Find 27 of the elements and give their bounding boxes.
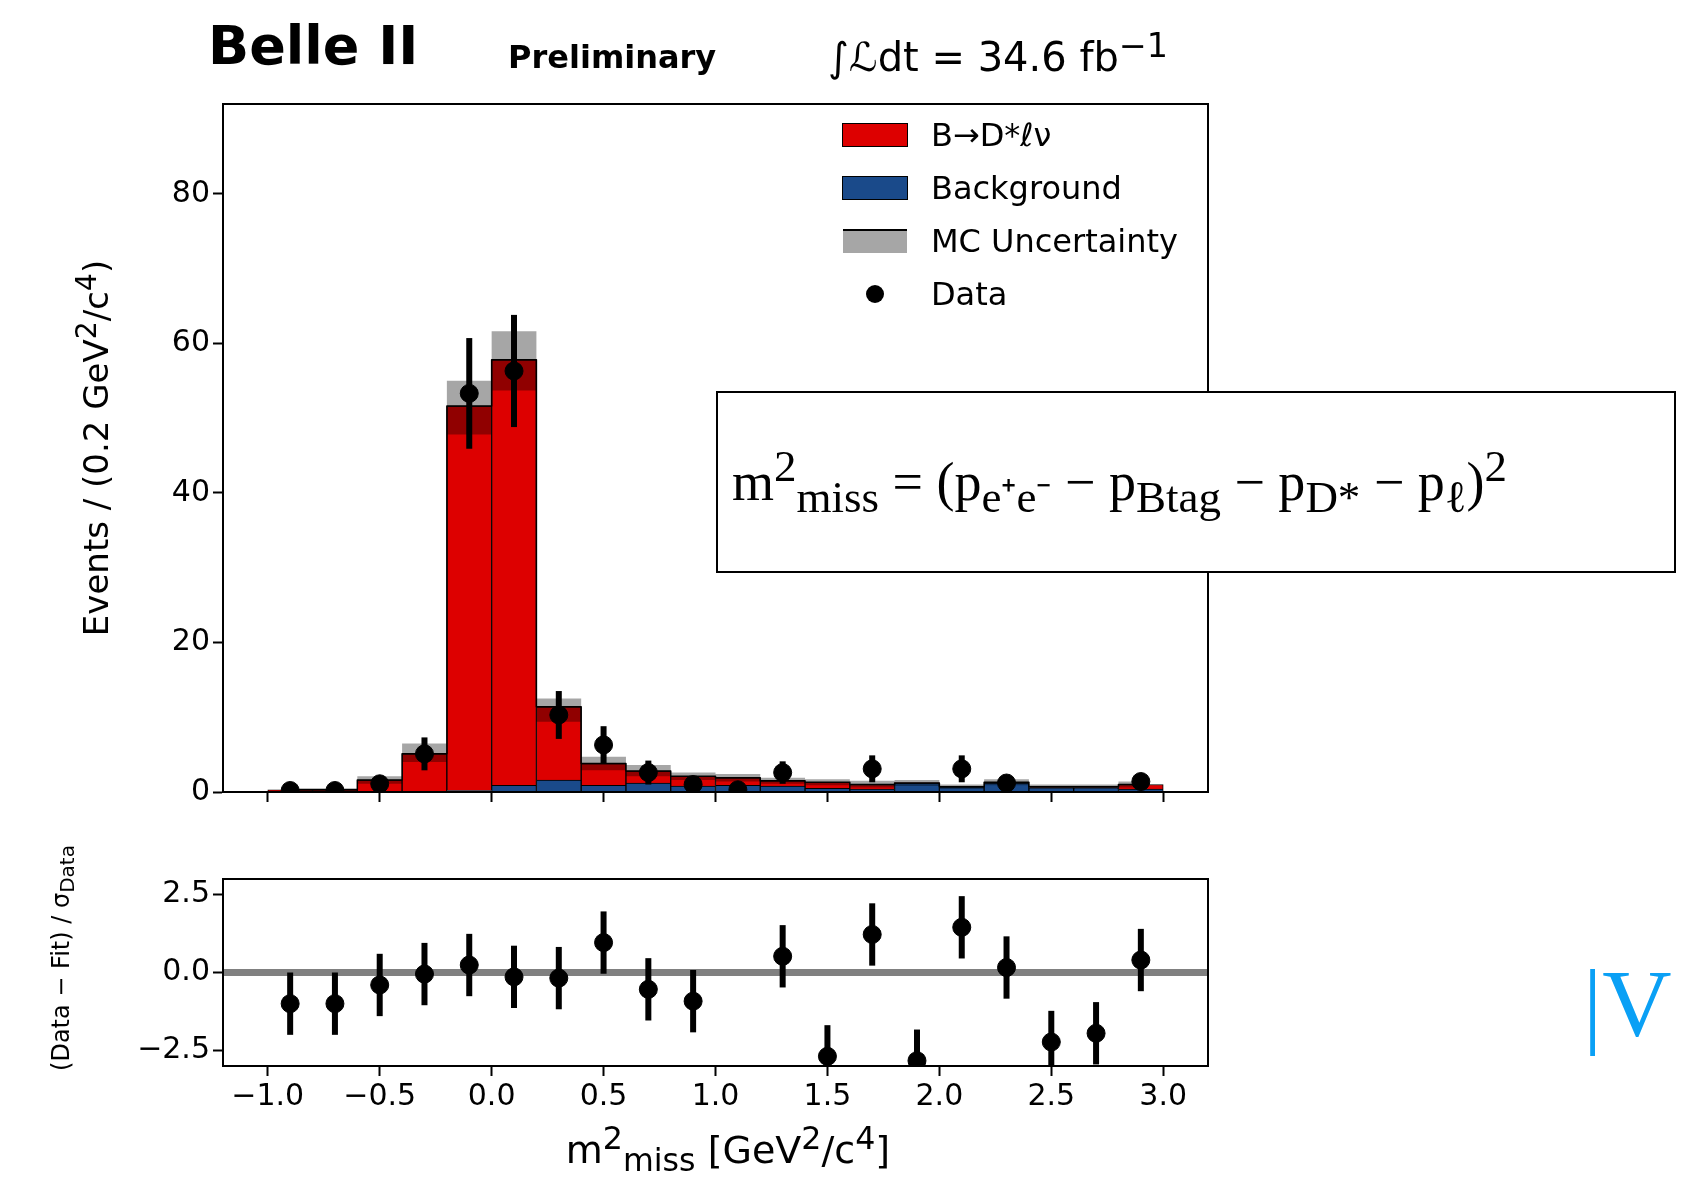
y-tick-label: −2.5 [137,1030,210,1066]
x-axis-title: m$^{2}$$_{miss}$ [GeV$^{2}$/c$^{4}$] [565,1120,891,1179]
x-tick-label: 1.0 [691,1076,740,1112]
x-tick-label: 3.0 [1139,1076,1188,1112]
formula-box: m$^{2}$$_{miss}$ = (p$_{e⁺e⁻}$ − p$_{Btag}$ − p$_{D*}$ − p$_{ℓ}$)$^{2}$ [716,391,1676,573]
legend-label: Data [930,274,1008,313]
y-tick-label: 20 [171,622,210,658]
chart-title: Belle II [208,14,419,77]
y-tick-label: 0.0 [162,952,210,988]
x-tick-label: 2.0 [915,1076,964,1112]
x-tick-label: −0.5 [343,1076,417,1112]
x-tick-label: 1.5 [803,1076,852,1112]
text: ∫ℒdt = 34.6 fb$^{−1}$ [828,26,1169,81]
legend-label: B→D*ℓν [930,115,1052,154]
x-tick-label: −1.0 [231,1076,305,1112]
chart-subtitle: Preliminary [508,38,717,76]
x-tick-label: 2.5 [1027,1076,1076,1112]
y-tick-label: 2.5 [162,874,210,910]
x-tick-label: 0.0 [467,1076,516,1112]
text: |V [1583,950,1672,1057]
y-tick-label: 0 [190,771,210,807]
legend-label: Background [930,168,1122,207]
y-tick-label: 60 [171,323,210,359]
legend-label: MC Uncertainty [930,221,1178,260]
x-tick-label: 0.5 [579,1076,628,1112]
y-tick-label: 80 [171,173,210,209]
y-tick-label: 40 [171,472,210,508]
